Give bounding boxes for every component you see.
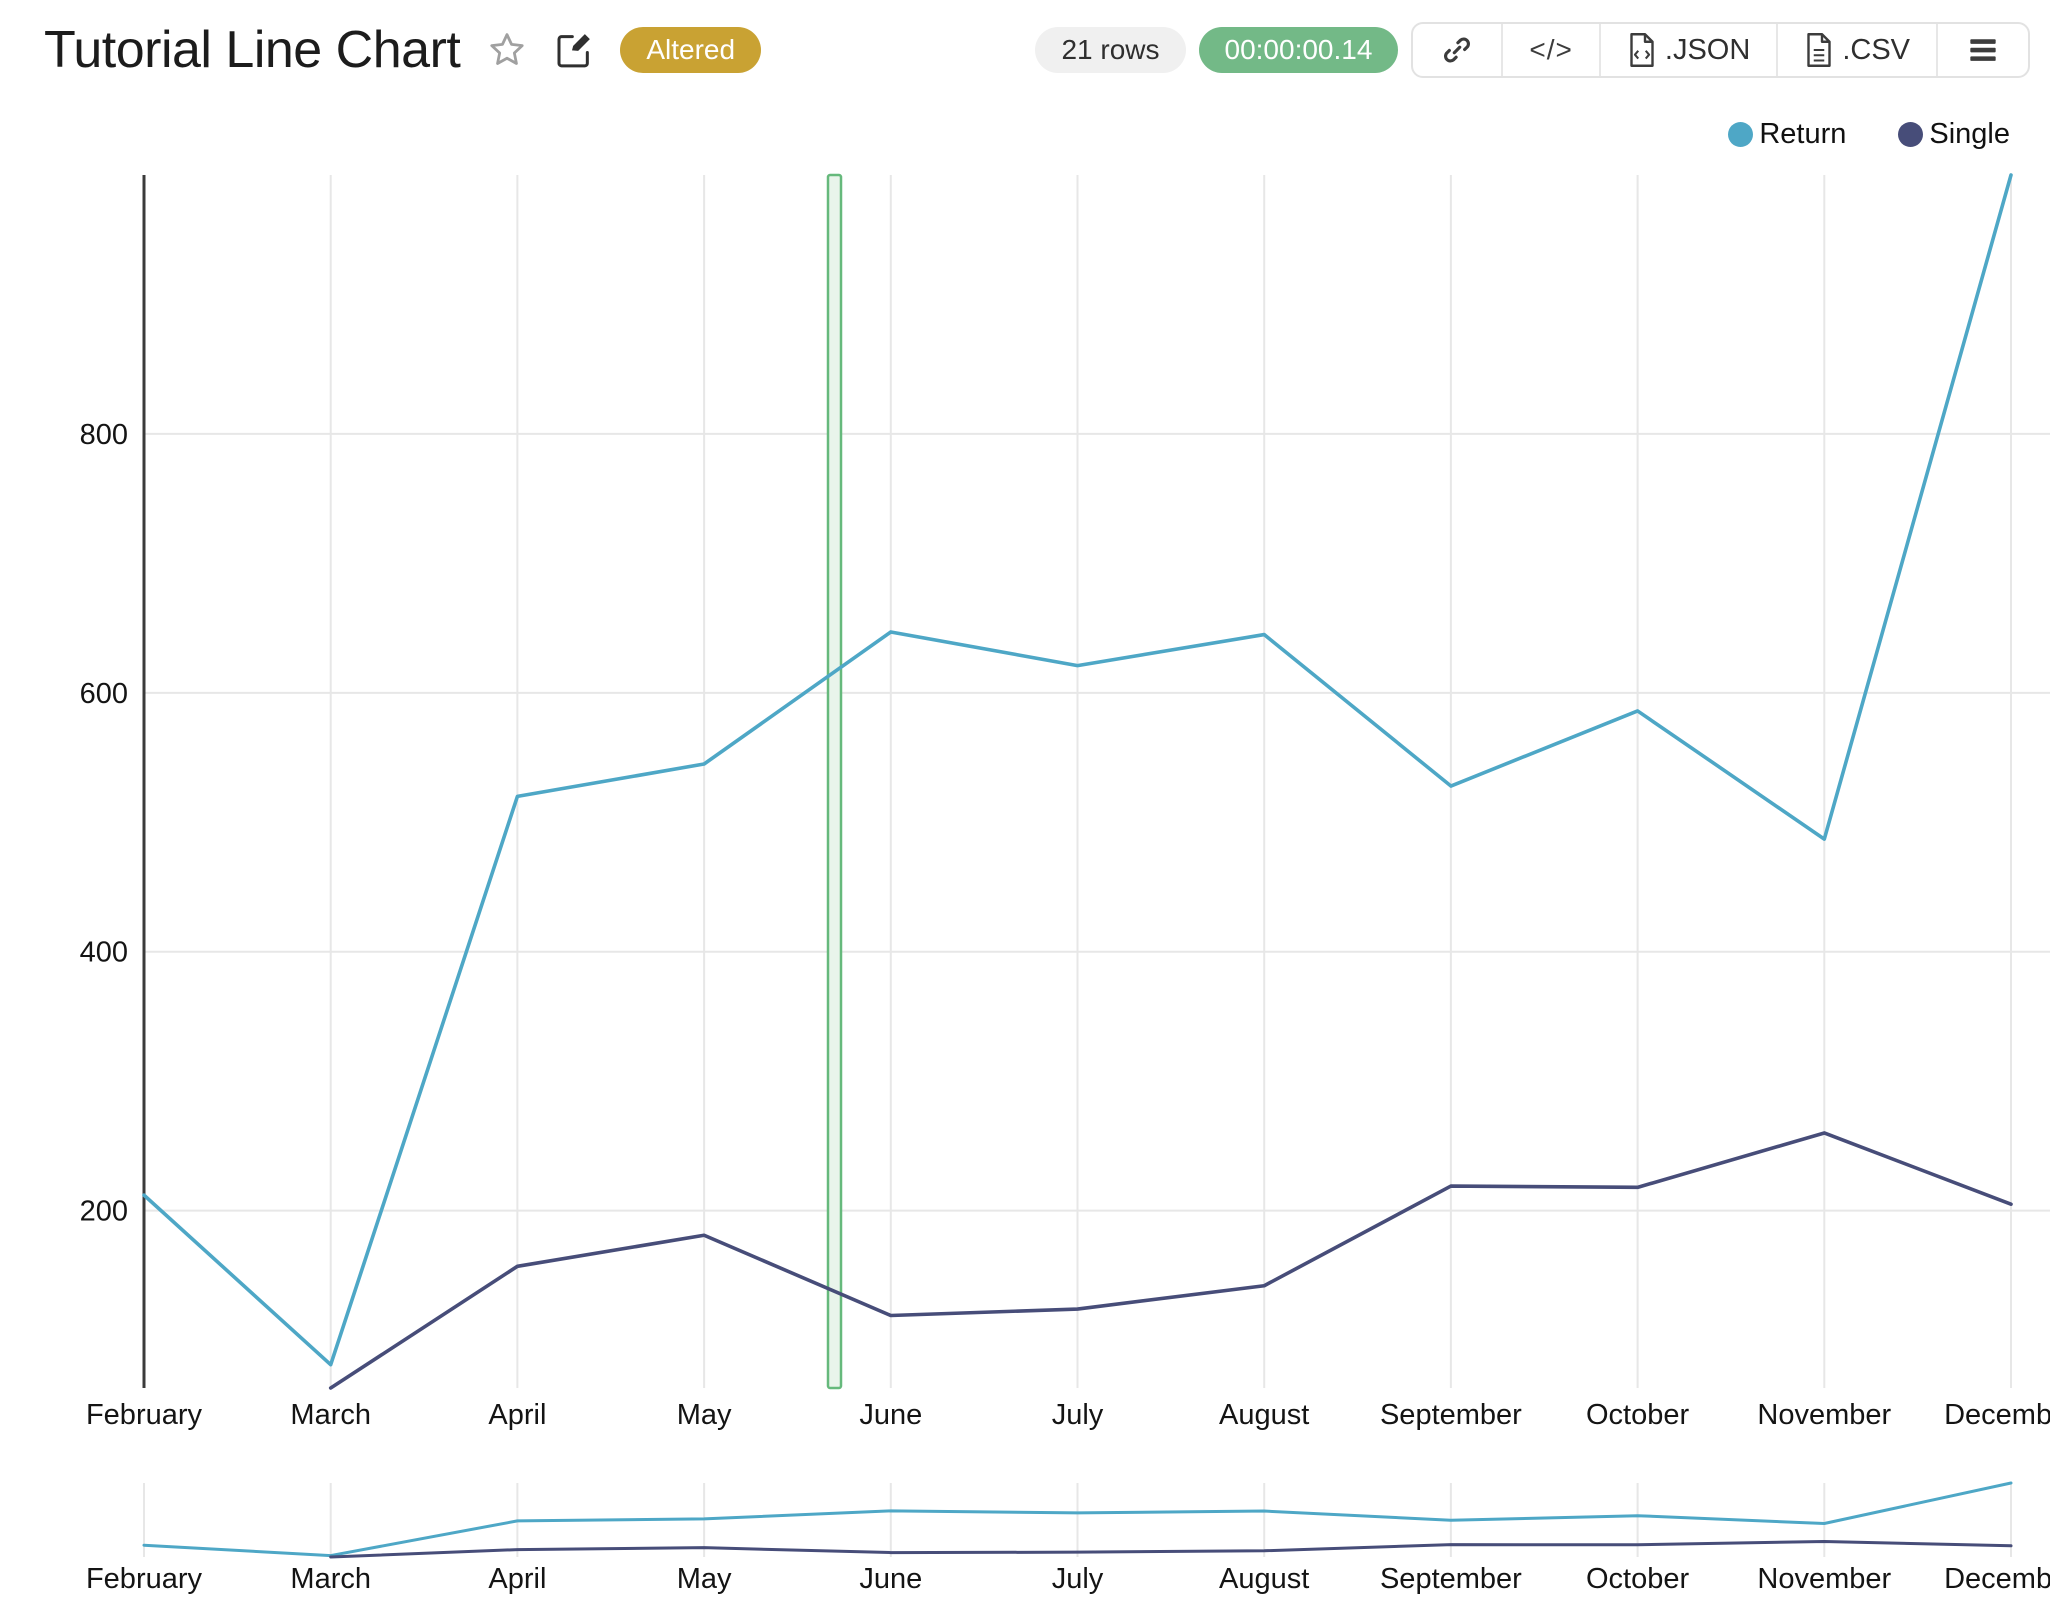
svg-text:December: December [1944, 1399, 2050, 1431]
svg-text:May: May [677, 1563, 732, 1595]
single-series-dot [1898, 122, 1924, 147]
header: Tutorial Line Chart Altered 21 rows 00:0… [0, 18, 2050, 82]
svg-text:August: August [1219, 1399, 1309, 1431]
overview-axis-labels: February March April May June July August Septe… [86, 1563, 2050, 1595]
svg-text:March: March [290, 1399, 371, 1431]
y-axis-labels: 200 400 600 800 [80, 419, 128, 1228]
svg-text:November: November [1757, 1399, 1891, 1431]
query-time-badge: 00:00:00.14 [1198, 27, 1399, 73]
favorite-star-icon[interactable] [486, 29, 528, 71]
mini-single-line [329, 1539, 2013, 1559]
single-line [328, 1131, 2013, 1390]
chart-legend: Return Single [1728, 118, 2010, 151]
csv-export-button[interactable]: .CSV [1778, 24, 1938, 76]
altered-badge: Altered [620, 27, 762, 73]
return-series-label: Return [1759, 118, 1847, 150]
svg-text:July: July [1052, 1563, 1104, 1595]
legend-item-single[interactable]: Single [1898, 118, 2010, 151]
highlight-band[interactable] [826, 173, 843, 1390]
svg-text:February: February [86, 1399, 203, 1431]
title-group: Tutorial Line Chart Altered [44, 20, 762, 80]
svg-text:February: February [86, 1563, 203, 1595]
svg-text:200: 200 [80, 1196, 128, 1228]
svg-text:December: December [1944, 1563, 2050, 1595]
export-button-group: </> .JSON .CSV [1411, 22, 2030, 78]
svg-text:March: March [290, 1563, 371, 1595]
edit-icon[interactable] [554, 30, 594, 70]
link-icon [1444, 37, 1471, 63]
single-series-label: Single [1929, 118, 2010, 150]
svg-text:September: September [1380, 1563, 1522, 1595]
return-series-dot [1728, 122, 1754, 147]
overview-strip[interactable] [142, 1481, 2013, 1559]
hamburger-menu-icon [1970, 39, 1996, 61]
menu-button[interactable] [1938, 24, 2028, 76]
svg-text:August: August [1219, 1563, 1309, 1595]
svg-text:800: 800 [80, 419, 128, 451]
mini-return-line [142, 1481, 2013, 1558]
return-line [142, 173, 2013, 1367]
json-file-icon [1630, 33, 1654, 67]
svg-text:April: April [488, 1399, 546, 1431]
svg-text:November: November [1757, 1563, 1891, 1595]
svg-text:400: 400 [80, 937, 128, 969]
x-axis-labels: February March April May June July August Septe… [86, 1399, 2050, 1431]
svg-text:April: April [488, 1563, 546, 1595]
code-button[interactable]: </> [1503, 24, 1601, 76]
code-icon: </> [1529, 34, 1573, 65]
svg-text:July: July [1052, 1399, 1104, 1431]
csv-file-icon [1807, 33, 1832, 67]
svg-text:October: October [1586, 1399, 1689, 1431]
toolbar: 21 rows 00:00:00.14 </> .JSON [1035, 22, 2030, 78]
y-gridlines [144, 432, 2050, 1212]
svg-text:June: June [859, 1399, 922, 1431]
svg-text:May: May [677, 1399, 732, 1431]
svg-text:September: September [1380, 1399, 1522, 1431]
row-count-badge: 21 rows [1035, 27, 1186, 73]
x-gridlines [329, 175, 2012, 1388]
link-button[interactable] [1413, 24, 1504, 76]
legend-item-return[interactable]: Return [1728, 118, 1846, 151]
page-title: Tutorial Line Chart [44, 21, 461, 79]
svg-text:June: June [859, 1563, 922, 1595]
svg-text:October: October [1586, 1563, 1689, 1595]
svg-text:600: 600 [80, 678, 128, 710]
json-export-button[interactable]: .JSON [1601, 24, 1779, 76]
